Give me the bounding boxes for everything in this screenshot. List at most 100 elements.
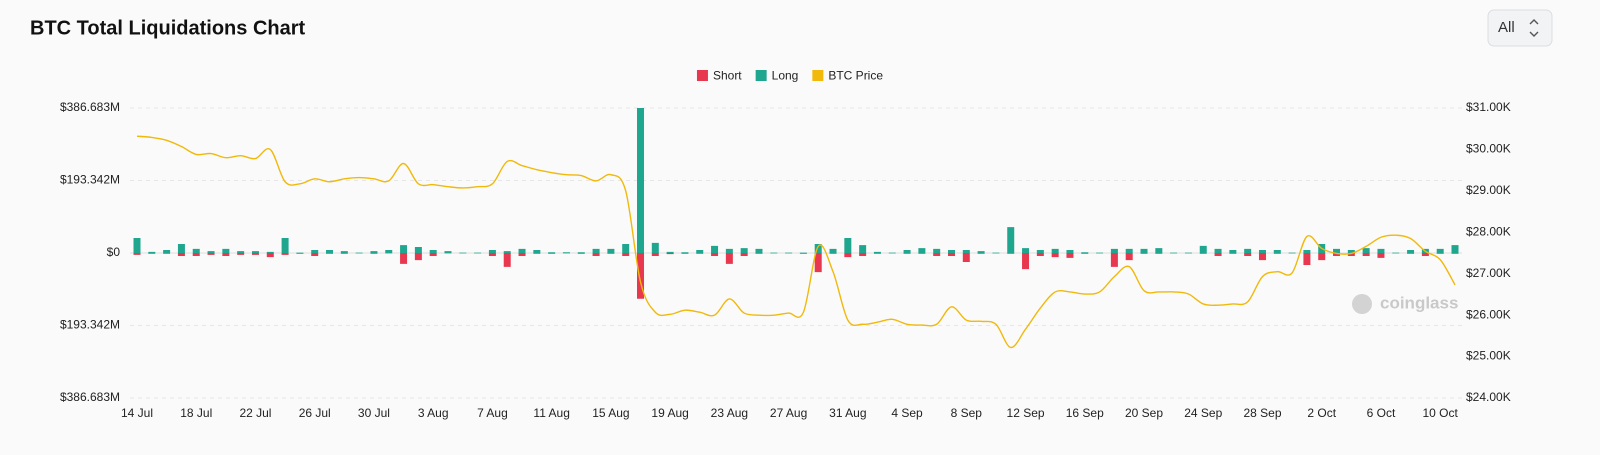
bar <box>637 253 645 299</box>
bar <box>873 251 881 253</box>
bar <box>503 251 511 253</box>
bar <box>326 253 334 254</box>
bar <box>1051 253 1059 258</box>
bar <box>947 250 955 253</box>
x-tick-label: 26 Jul <box>299 406 331 420</box>
y2-tick-label: $28.00K <box>1466 224 1511 238</box>
x-tick-label: 16 Sep <box>1066 406 1104 420</box>
bar <box>429 253 437 256</box>
bar <box>829 248 837 253</box>
watermark: coinglass <box>1352 293 1458 314</box>
y2-tick-label: $31.00K <box>1466 100 1511 114</box>
bar <box>1214 253 1222 256</box>
bar <box>1022 248 1030 253</box>
select-text[interactable]: All <box>1498 19 1515 36</box>
y-tick-label: $193.342M <box>60 173 120 187</box>
x-tick-label: 6 Oct <box>1367 406 1396 420</box>
bar <box>281 238 289 253</box>
bar <box>1081 253 1089 254</box>
range-select[interactable]: All <box>1487 9 1553 47</box>
bar <box>933 253 941 256</box>
bar <box>340 253 348 254</box>
x-tick-label: 22 Jul <box>239 406 271 420</box>
x-tick-label: 18 Jul <box>180 406 212 420</box>
bar <box>814 244 822 253</box>
bar <box>1110 248 1118 253</box>
bar <box>266 253 274 258</box>
x-tick-label: 24 Sep <box>1184 406 1222 420</box>
bar <box>1258 253 1266 261</box>
bar <box>133 253 141 255</box>
x-tick-label: 28 Sep <box>1243 406 1281 420</box>
bar <box>533 250 541 253</box>
bar <box>370 253 378 254</box>
bar <box>207 253 215 255</box>
bar <box>1110 253 1118 267</box>
bar <box>1036 253 1044 256</box>
legend-label: Long <box>772 69 799 83</box>
bar <box>903 250 911 253</box>
bar <box>518 248 526 253</box>
bar <box>1347 253 1355 256</box>
bar <box>385 250 393 253</box>
bar <box>1125 248 1133 253</box>
bar <box>488 253 496 256</box>
bar <box>622 244 630 253</box>
bar <box>1244 248 1252 253</box>
bar <box>1022 253 1030 270</box>
legend-swatch <box>755 70 767 81</box>
bar <box>1421 253 1429 256</box>
bar <box>666 253 674 255</box>
x-tick-label: 10 Oct <box>1423 406 1459 420</box>
bar <box>1155 248 1163 253</box>
bar <box>711 245 719 253</box>
y-tick-label: $386.683M <box>60 390 120 404</box>
legend-label: BTC Price <box>828 69 883 83</box>
bar <box>444 251 452 253</box>
bar <box>340 251 348 253</box>
bar <box>1436 248 1444 253</box>
bar <box>192 248 200 253</box>
bar <box>1377 248 1385 253</box>
bar <box>1155 253 1163 254</box>
bar <box>281 253 289 255</box>
bar <box>1451 245 1459 253</box>
bar <box>696 253 704 254</box>
bar <box>637 108 645 253</box>
bar <box>622 253 630 256</box>
bar <box>740 253 748 256</box>
bar <box>1244 253 1252 256</box>
bar <box>1066 250 1074 253</box>
bar <box>1199 253 1207 254</box>
bar <box>1007 227 1015 253</box>
bar <box>918 248 926 253</box>
bar <box>1258 250 1266 253</box>
bar <box>592 248 600 253</box>
y2-tick-label: $25.00K <box>1466 349 1511 363</box>
bar <box>918 253 926 254</box>
bar <box>1436 253 1444 254</box>
select-chevron <box>1529 19 1539 37</box>
bar <box>1214 248 1222 253</box>
bar <box>1125 253 1133 261</box>
bar <box>1199 245 1207 253</box>
bar <box>903 253 911 254</box>
bar <box>429 250 437 253</box>
bar <box>977 253 985 254</box>
bar <box>370 251 378 253</box>
bar <box>933 248 941 253</box>
bar <box>237 253 245 255</box>
bar <box>755 248 763 253</box>
bar <box>222 248 230 253</box>
bar <box>681 252 689 253</box>
bar <box>1451 253 1459 254</box>
bar <box>977 251 985 253</box>
x-tick-label: 2 Oct <box>1307 406 1336 420</box>
x-tick-label: 4 Sep <box>891 406 923 420</box>
x-tick-label: 19 Aug <box>651 406 688 420</box>
select-box[interactable] <box>1487 9 1553 47</box>
watermark-icon <box>1352 294 1372 314</box>
bar <box>548 252 556 253</box>
bar <box>962 250 970 253</box>
